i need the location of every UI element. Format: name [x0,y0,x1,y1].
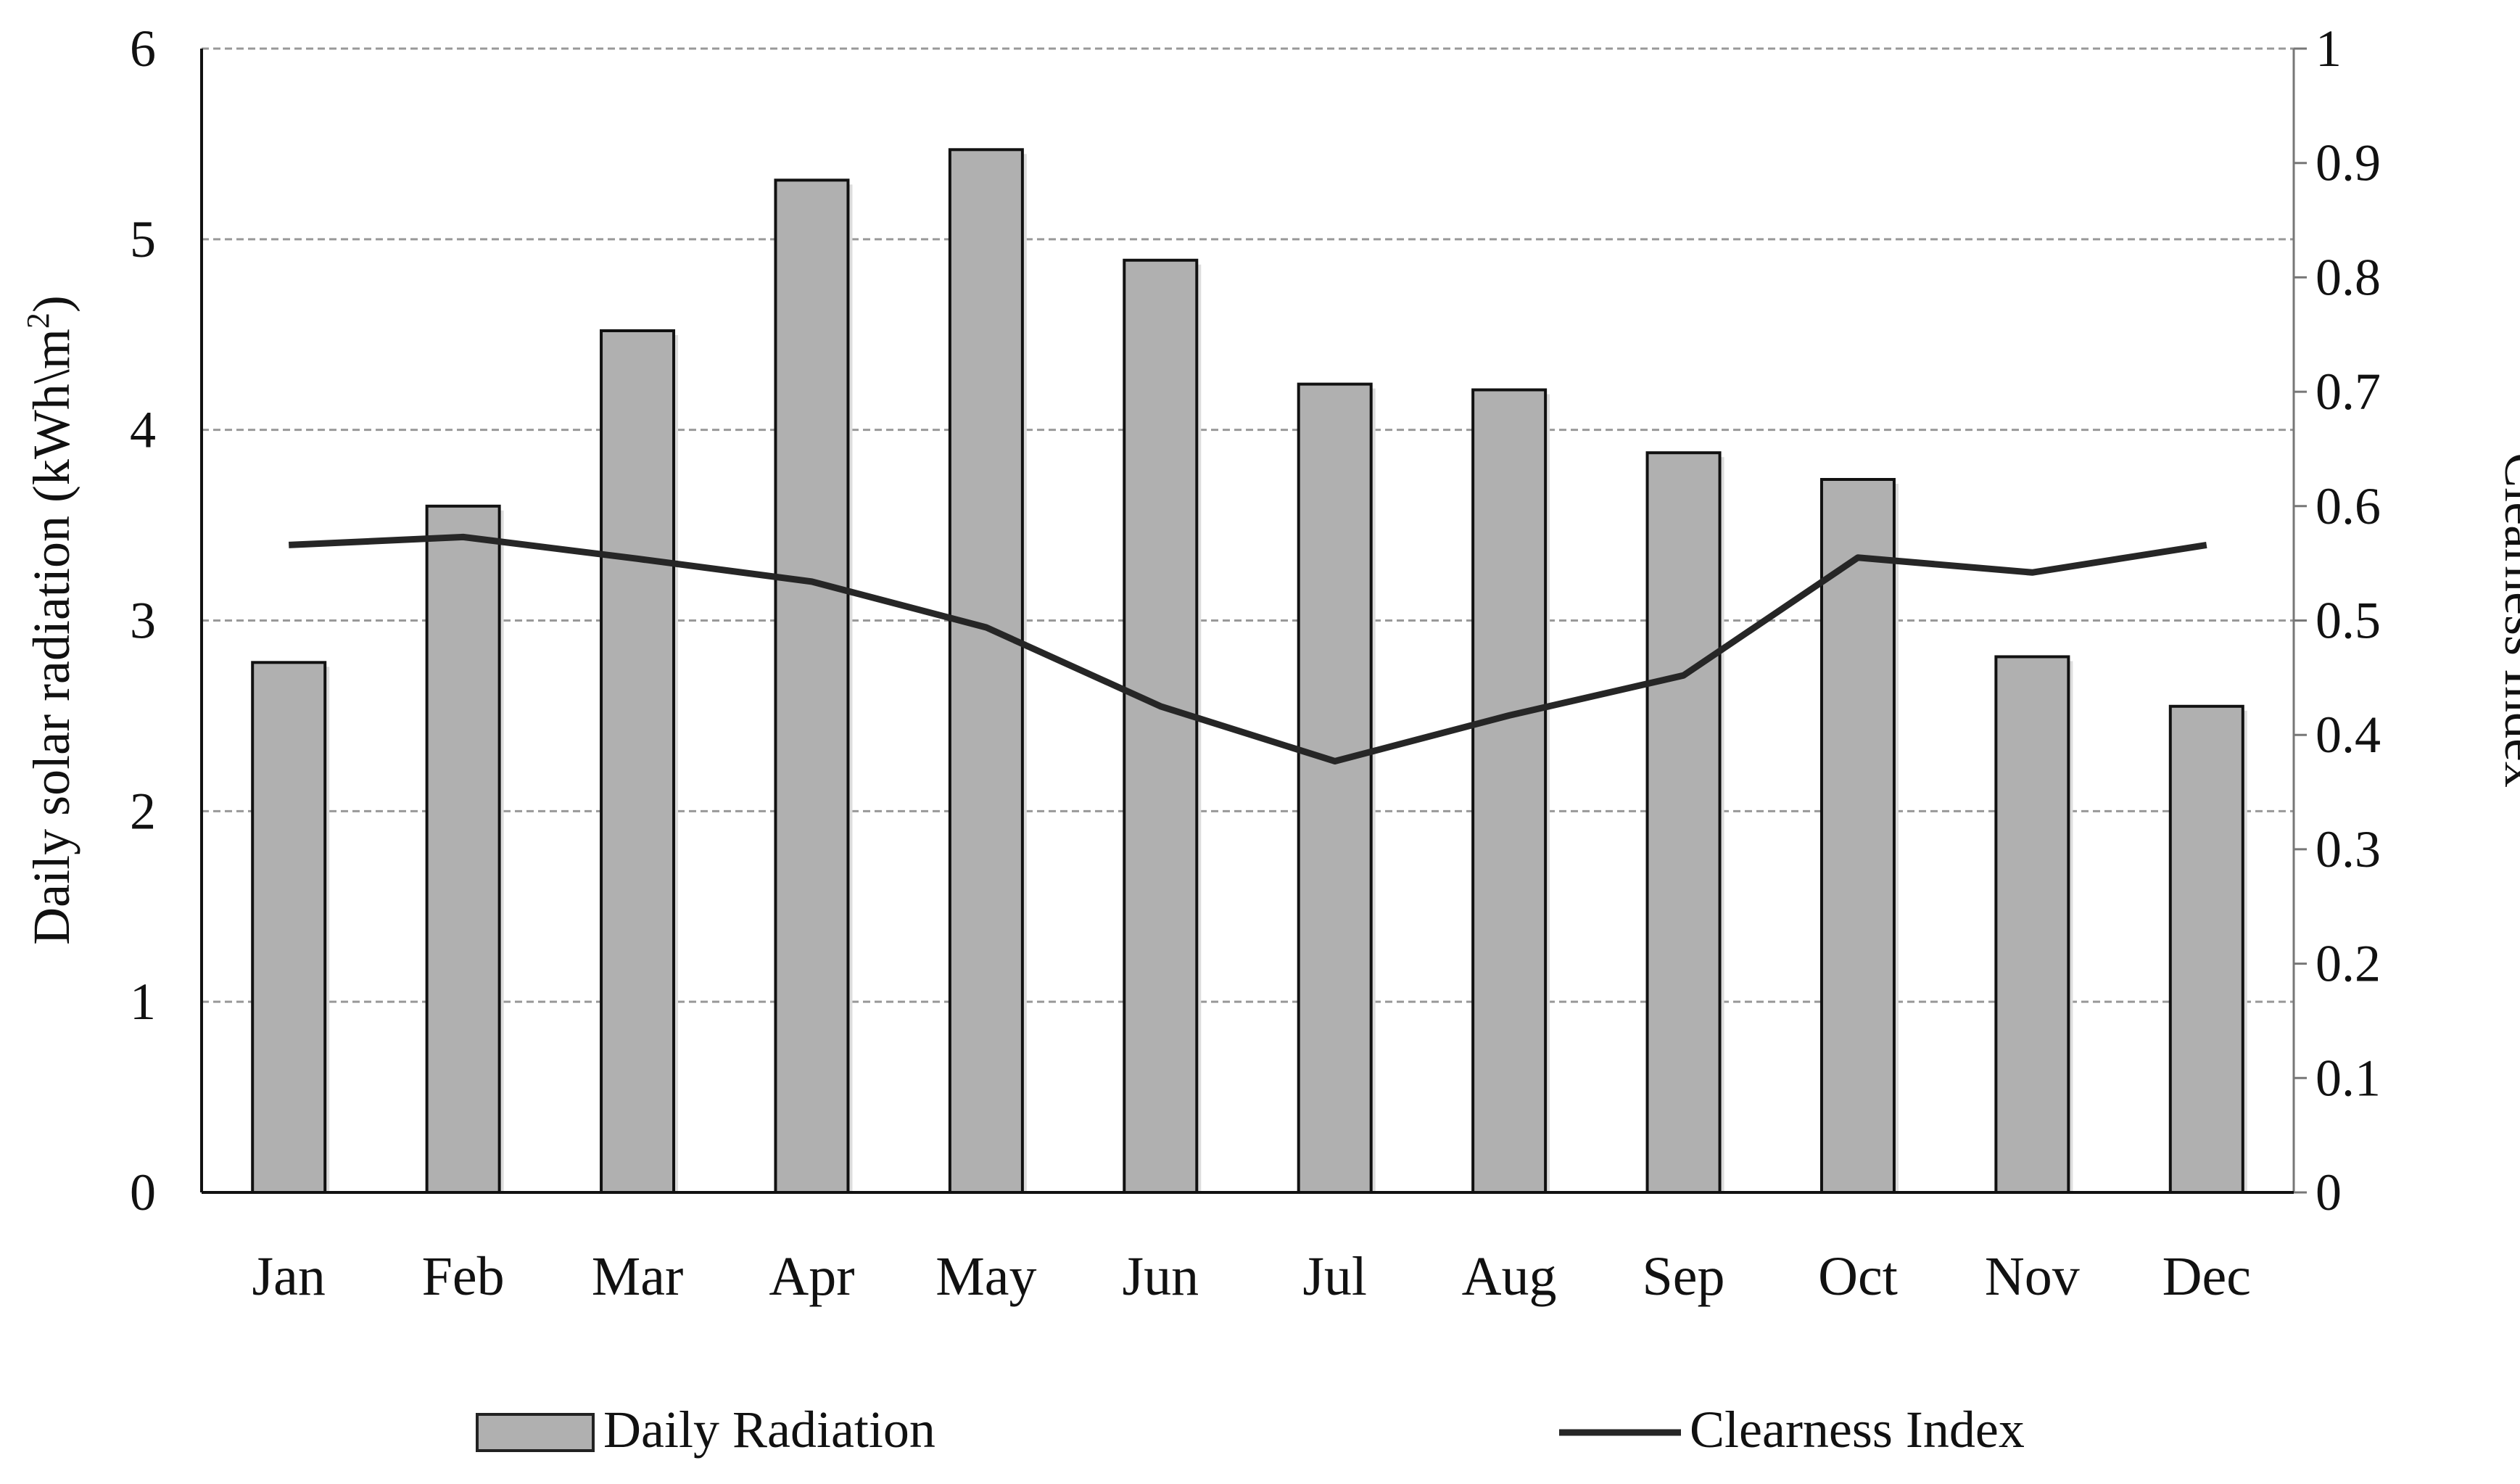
bar-dec [2168,704,2244,1194]
bar-nov [1994,655,2070,1194]
gridlines [202,47,2294,1003]
y2-tick-label: 0.5 [2315,592,2381,650]
bar-apr [774,178,850,1195]
x-tick-label: Feb [422,1246,505,1307]
bar-aug [1471,388,1548,1194]
bar-mar [600,329,676,1195]
y2-tick-label: 0 [2315,1163,2342,1221]
y2-tick-label: 0.1 [2315,1049,2381,1107]
legend: Daily Radiation Clearness Index [476,1401,2025,1459]
legend-label-clearness-index: Clearness Index [1690,1401,2025,1459]
y2-tick-label: 0.3 [2315,820,2381,878]
bar-sep [1645,451,1722,1194]
x-tick-label: Nov [1985,1246,2080,1307]
x-tick-label: Dec [2162,1246,2251,1307]
y2-axis-label: Clearness Index [2494,453,2520,788]
y-tick-label: 1 [130,973,156,1031]
y-tick-label: 0 [130,1163,156,1221]
legend-swatch-daily-radiation [476,1413,595,1452]
y2-tick-label: 0.6 [2315,477,2381,535]
y-tick-label: 6 [130,20,156,78]
y-tick-label: 4 [130,401,156,459]
legend-label-daily-radiation: Daily Radiation [603,1401,935,1459]
y-axis-label: Daily solar radiation (kWh\m2) [20,295,80,945]
y2-tick-label: 1 [2315,20,2342,78]
y-tick-label: 5 [130,210,156,268]
y2-tick-label: 0.4 [2315,706,2381,764]
clearness-index-line [289,533,2207,764]
bar-feb [425,504,501,1194]
bar-jun [1123,258,1199,1194]
bar-jul [1297,382,1373,1194]
x-tick-label: Mar [592,1246,684,1307]
x-tick-label: May [935,1246,1036,1307]
axes [200,47,2307,1194]
x-tick-label: Apr [769,1246,854,1307]
bar-may [948,148,1024,1195]
y2-tick-label: 0.2 [2315,935,2381,993]
bar-jan [251,661,327,1194]
x-tick-label: Aug [1462,1246,1557,1307]
y-tick-label: 3 [130,592,156,650]
y2-tick-label: 0.7 [2315,363,2381,421]
bars [251,148,2247,1195]
x-tick-label: Sep [1643,1246,1725,1307]
x-tick-label: Oct [1818,1246,1898,1307]
clearness-line-group [289,533,2207,764]
x-tick-label: Jan [252,1246,326,1307]
tick-labels: 0 1 2 3 4 5 6 0 0.1 0.2 0.3 0.4 0.5 0.6 0.7 0.8 0.9 1 Jan F… [130,20,2381,1307]
x-tick-label: Jun [1123,1246,1199,1307]
x-tick-label: Jul [1302,1246,1367,1307]
y2-tick-label: 0.9 [2315,134,2381,192]
y-tick-label: 2 [130,782,156,840]
bar-oct [1819,478,1896,1194]
y2-tick-label: 0.8 [2315,248,2381,306]
